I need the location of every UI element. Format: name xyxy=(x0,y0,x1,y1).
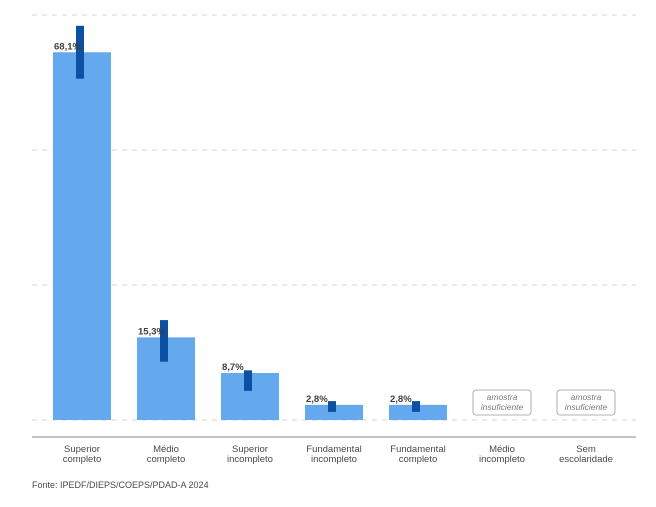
x-tick-label: incompleto xyxy=(311,454,357,465)
insufficient-sample-label: insuficiente xyxy=(565,402,608,412)
data-label: 2,8% xyxy=(306,394,328,405)
x-tick-label: escolaridade xyxy=(559,454,613,465)
insufficient-sample-label: amostra xyxy=(571,392,602,402)
insufficient-sample-box xyxy=(472,389,532,416)
x-tick-label: Médio xyxy=(153,444,179,455)
insufficient-sample-label: amostra xyxy=(487,392,518,402)
x-tick-label: Sem xyxy=(576,444,596,455)
data-label: 8,7% xyxy=(222,362,244,373)
x-tick-label: Fundamental xyxy=(306,444,361,455)
bar xyxy=(389,404,447,420)
bar xyxy=(305,404,363,420)
data-label: 2,8% xyxy=(390,394,412,405)
error-bar xyxy=(244,370,252,391)
bar xyxy=(53,52,111,420)
insufficient-sample-label: insuficiente xyxy=(481,402,524,412)
source-note: Fonte: IPEDF/DIEPS/COEPS/PDAD-A 2024 xyxy=(32,480,209,490)
x-tick-label: completo xyxy=(147,454,186,465)
error-bar xyxy=(76,25,84,79)
x-tick-label: incompleto xyxy=(479,454,525,465)
error-bar xyxy=(412,401,420,412)
insufficient-sample-box xyxy=(556,389,616,416)
x-tick-label: completo xyxy=(399,454,438,465)
x-tick-label: Médio xyxy=(489,444,515,455)
x-tick-label: Superior xyxy=(232,444,268,455)
error-bar xyxy=(328,401,336,412)
error-bar xyxy=(160,320,168,362)
x-tick-label: Fundamental xyxy=(390,444,445,455)
data-label: 68,1% xyxy=(54,41,81,52)
data-label: 15,3% xyxy=(138,326,165,337)
x-tick-label: completo xyxy=(63,454,102,465)
x-tick-label: incompleto xyxy=(227,454,273,465)
x-tick-label: Superior xyxy=(64,444,100,455)
